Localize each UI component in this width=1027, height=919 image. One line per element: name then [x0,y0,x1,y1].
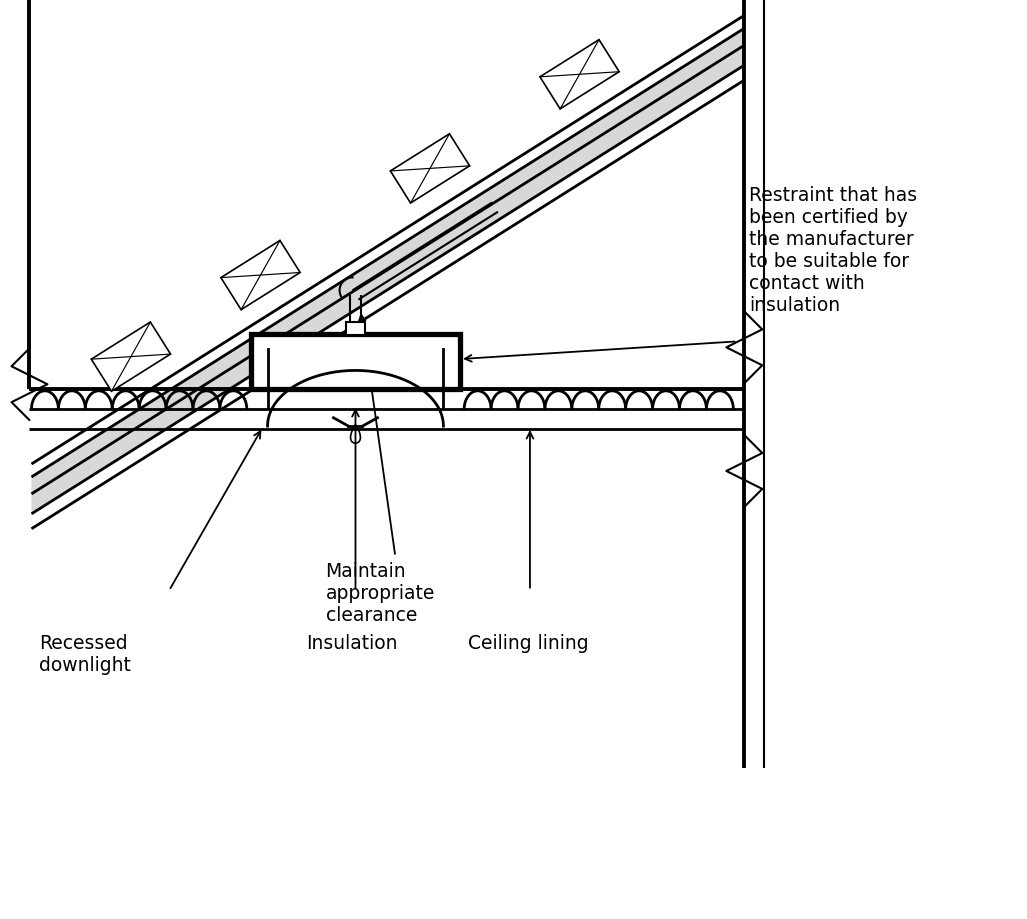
Text: Maintain
appropriate
clearance: Maintain appropriate clearance [326,562,435,624]
Bar [251,335,460,390]
Text: Recessed
downlight: Recessed downlight [39,634,131,675]
Text: Insulation: Insulation [306,634,397,652]
Polygon shape [390,134,469,204]
Text: Restraint that has
been certified by
the manufacturer
to be suitable for
contact: Restraint that has been certified by the… [750,186,917,314]
Polygon shape [91,323,170,391]
Polygon shape [221,241,300,311]
Bar [345,323,366,336]
Polygon shape [32,29,745,515]
Text: Ceiling lining: Ceiling lining [468,634,588,652]
Polygon shape [540,40,619,109]
